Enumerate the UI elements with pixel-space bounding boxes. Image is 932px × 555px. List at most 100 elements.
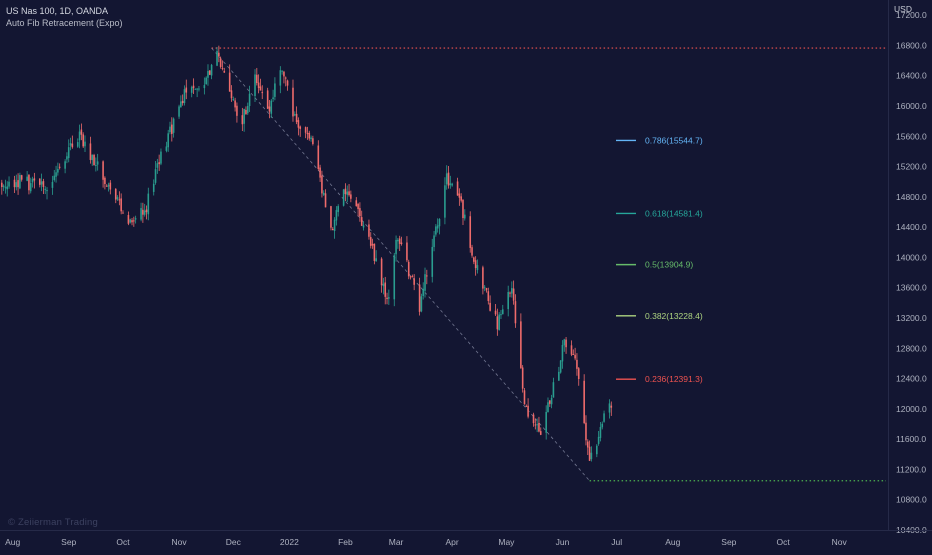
time-tick-label: Nov (171, 537, 187, 547)
price-tick-label: 14800.0 (896, 192, 927, 202)
candle-body (398, 238, 401, 244)
candle-body (317, 145, 320, 169)
candle-body (552, 382, 555, 398)
candle-body (228, 72, 231, 92)
candle-body (243, 108, 245, 124)
candle-body (91, 154, 94, 161)
price-tick-label: 15600.0 (896, 131, 927, 141)
candle-body (84, 141, 86, 147)
candle-body (198, 88, 200, 90)
candle-body (435, 226, 437, 235)
candle-body (337, 206, 339, 212)
candle-body (418, 284, 421, 312)
candle-body (4, 187, 7, 189)
candle-body (539, 431, 542, 435)
candle-body (586, 441, 589, 448)
fib-level-label: 0.382(13228.4) (645, 311, 703, 321)
candle-body (279, 70, 282, 86)
time-tick-label: Feb (338, 537, 353, 547)
candle-body (46, 190, 48, 192)
candle-body (145, 209, 148, 213)
candle-body (266, 90, 269, 109)
candle-body (13, 179, 16, 188)
candle-body (15, 182, 18, 188)
candle-body (331, 228, 334, 231)
fib-level-label: 0.618(14581.4) (645, 208, 703, 218)
candle-body (20, 175, 23, 180)
candle-body (369, 237, 372, 246)
candle-body (610, 405, 613, 408)
candle-body (120, 198, 122, 212)
price-tick-label: 12400.0 (896, 374, 927, 384)
candle-body (172, 118, 175, 133)
candle-body (17, 180, 19, 188)
candle-body (33, 178, 36, 181)
candle-body (241, 115, 244, 125)
candle-body (142, 209, 144, 215)
candle-body (308, 132, 311, 139)
candle-body (284, 77, 287, 79)
candle-body (105, 185, 108, 187)
candle-body (292, 87, 294, 117)
candle-body (210, 64, 213, 76)
candle-body (400, 242, 403, 245)
candle-body (521, 367, 524, 389)
candle-body (471, 247, 473, 256)
candle-body (207, 71, 209, 78)
candle-body (444, 185, 446, 218)
candle-body (496, 316, 499, 330)
candle-body (66, 156, 68, 160)
candle-body (426, 275, 428, 277)
candle-body (375, 258, 377, 262)
candle-body (76, 142, 79, 147)
candle-body (152, 183, 155, 192)
candle-body (596, 445, 598, 455)
candle-body (501, 309, 504, 315)
candle-body (512, 288, 515, 301)
candle-body (384, 282, 387, 297)
candle-body (42, 181, 45, 187)
candle-body (362, 225, 365, 228)
candle-body (483, 286, 486, 288)
candle-body (31, 178, 34, 183)
candle-body (131, 220, 133, 223)
candle-body (532, 414, 535, 424)
candle-body (55, 172, 57, 177)
candle-body (431, 246, 434, 277)
candle-body (397, 239, 399, 242)
candle-body (96, 161, 99, 165)
candle-body (256, 74, 258, 84)
candle-body (599, 426, 602, 438)
candle-body (51, 181, 54, 188)
candle-body (270, 100, 273, 114)
fib-level-label: 0.786(15544.7) (645, 135, 703, 145)
candle-body (134, 218, 137, 220)
candle-body (40, 181, 43, 185)
candle-body (433, 235, 435, 248)
candle-body (330, 206, 332, 228)
candle-body (1, 182, 3, 187)
candle-body (169, 126, 171, 133)
candle-body (536, 424, 538, 426)
candle-body (445, 173, 448, 185)
candle-body (355, 200, 358, 207)
candle-body (561, 344, 564, 362)
candle-body (232, 99, 235, 101)
candle-body (118, 199, 121, 201)
candle-body (283, 71, 285, 77)
candle-body (558, 371, 560, 381)
candle-body (140, 208, 142, 220)
candle-body (371, 243, 374, 246)
time-tick-label: Aug (5, 537, 20, 547)
candle-body (44, 188, 47, 190)
candle-body (547, 402, 549, 413)
candle-body (436, 225, 439, 229)
candle-body (344, 188, 347, 195)
candle-body (577, 368, 580, 379)
candle-body (538, 423, 540, 432)
time-tick-label: Sep (61, 537, 76, 547)
candle-body (380, 258, 383, 286)
candle-body (321, 175, 323, 194)
